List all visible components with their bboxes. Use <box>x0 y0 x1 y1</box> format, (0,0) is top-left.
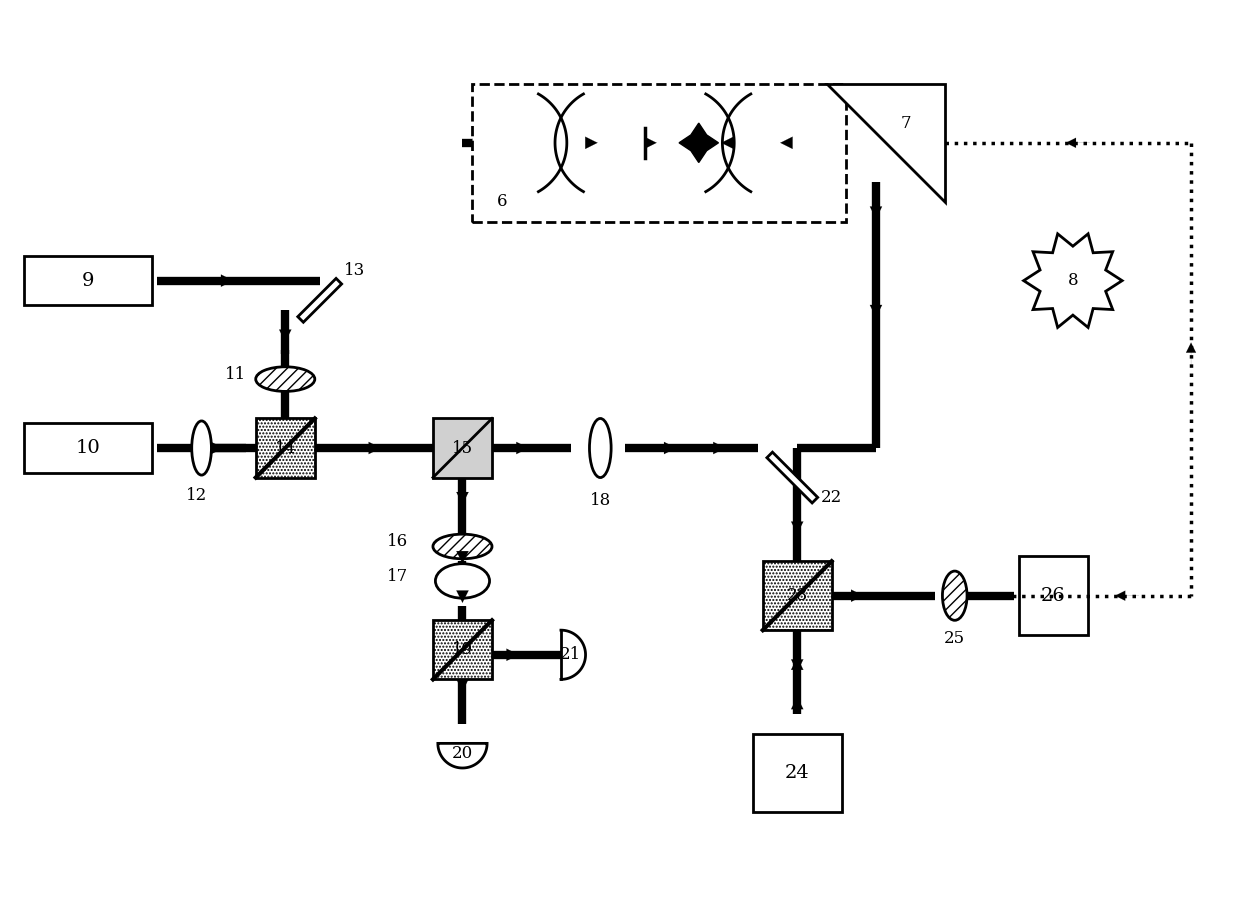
Text: 10: 10 <box>76 439 100 457</box>
Text: 6: 6 <box>496 193 507 210</box>
Text: 23: 23 <box>786 587 807 604</box>
Polygon shape <box>827 84 945 202</box>
Bar <box>753 734 842 813</box>
Text: 16: 16 <box>387 533 408 550</box>
Bar <box>763 561 832 630</box>
Text: 17: 17 <box>387 568 408 585</box>
Text: 7: 7 <box>900 115 911 132</box>
Text: 24: 24 <box>785 764 810 782</box>
Text: 15: 15 <box>451 439 472 456</box>
Text: 20: 20 <box>451 744 474 762</box>
Text: 22: 22 <box>821 489 842 506</box>
PathPatch shape <box>706 94 751 191</box>
Text: 25: 25 <box>944 630 965 647</box>
Polygon shape <box>680 123 718 163</box>
Ellipse shape <box>192 421 211 475</box>
Bar <box>433 418 492 478</box>
Ellipse shape <box>433 534 492 559</box>
PathPatch shape <box>538 94 584 191</box>
Ellipse shape <box>942 571 967 621</box>
Bar <box>1019 557 1087 635</box>
Bar <box>255 418 315 478</box>
Bar <box>25 423 153 472</box>
Text: 13: 13 <box>343 262 365 279</box>
Bar <box>472 84 847 222</box>
Text: 14: 14 <box>274 439 296 456</box>
Text: 12: 12 <box>186 488 207 505</box>
Text: 21: 21 <box>560 647 582 664</box>
Text: 11: 11 <box>226 365 247 383</box>
Ellipse shape <box>589 418 611 478</box>
Text: 8: 8 <box>1068 272 1079 289</box>
Text: 19: 19 <box>451 641 472 658</box>
Polygon shape <box>438 744 487 768</box>
Ellipse shape <box>435 564 490 598</box>
Ellipse shape <box>255 366 315 392</box>
Text: 26: 26 <box>1040 586 1065 604</box>
Polygon shape <box>766 452 817 503</box>
Bar <box>433 621 492 680</box>
Bar <box>25 256 153 305</box>
Text: 9: 9 <box>82 271 94 290</box>
Polygon shape <box>298 278 342 322</box>
Polygon shape <box>1024 233 1122 328</box>
Text: 18: 18 <box>590 492 611 509</box>
